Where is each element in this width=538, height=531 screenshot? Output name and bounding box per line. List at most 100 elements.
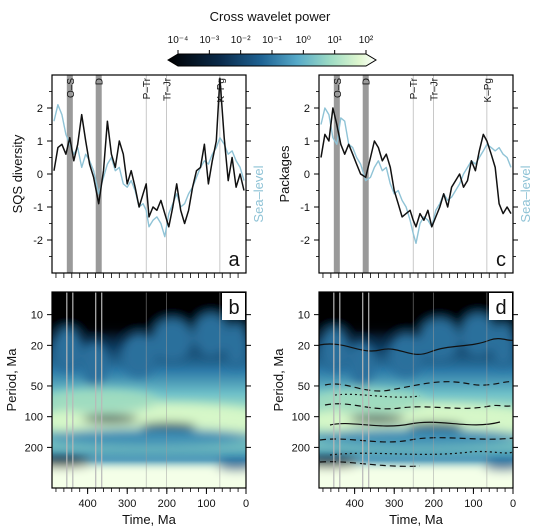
panel-letter-box	[489, 293, 512, 320]
heatmap-blob	[418, 318, 461, 363]
y-tick-label: 1	[304, 136, 310, 148]
x-tick-label: 100	[197, 498, 215, 510]
event-label: P–Tr	[142, 77, 153, 99]
heatmap-blob	[460, 313, 497, 358]
x-tick-label: 300	[385, 498, 403, 510]
contour-line	[324, 381, 513, 392]
contour-line	[324, 403, 513, 410]
heatmap-blob	[81, 341, 108, 386]
x-tick-label: 300	[118, 498, 136, 510]
y-tick-label: -1	[33, 202, 43, 214]
series-line-diversity	[320, 107, 512, 228]
heatmap-blob	[193, 313, 230, 358]
event-label: D	[362, 78, 373, 85]
panel-letter-box	[222, 293, 245, 320]
x-tick-label: 200	[158, 498, 176, 510]
event-label: K–Pg	[483, 78, 494, 102]
panel-d: 10 20 50 100 200 400 300 200 100 0 Time, Ma Period,…	[271, 291, 518, 527]
x-tick-label: 0	[243, 498, 249, 510]
contour-line	[319, 337, 513, 355]
event-label: P–Tr	[409, 77, 420, 99]
panel-letter: d	[495, 297, 506, 319]
heatmap-blob	[319, 457, 359, 468]
heatmap-image	[52, 292, 246, 488]
event-label: O–S	[66, 78, 77, 98]
heatmap-blob	[319, 327, 350, 372]
panel-b: 10 20 50 100 200 400 300 200 100 0 Time, Ma Period,…	[4, 291, 251, 527]
contour-line	[329, 450, 513, 456]
colorbar-tick-label: 10⁻⁴	[168, 35, 189, 46]
contour-line	[334, 393, 421, 398]
heatmap-blob	[319, 428, 513, 447]
panel-frame	[51, 74, 247, 274]
colorbar-tick-label: 10¹	[327, 35, 342, 46]
y-tick-label: 50	[31, 381, 43, 393]
y-axis-label: Period, Ma	[4, 348, 19, 412]
x-tick-label: 0	[510, 498, 516, 510]
heatmap-blob	[52, 465, 246, 488]
x-axis-label: Time, Ma	[389, 512, 443, 527]
y-tick-label: -1	[300, 202, 310, 214]
colorbar-tick-label: 10⁻²	[231, 35, 251, 46]
heatmap-blob	[319, 388, 426, 413]
contour-line	[329, 421, 501, 427]
y-tick-label: 0	[304, 169, 310, 181]
heatmap-blob	[388, 333, 425, 378]
heatmap-image	[319, 292, 513, 488]
heatmap-blob	[319, 465, 513, 488]
series-line-sea-level	[53, 103, 245, 238]
panels: O–S D P–Tr Tr–Jr K–Pg -2 -1 0 1 2 SQS diversity Sea…	[4, 74, 533, 527]
x-tick-label: 200	[425, 498, 443, 510]
contour-line	[319, 437, 513, 443]
y-tick-label: 20	[31, 340, 43, 352]
heatmap-blob	[82, 414, 139, 423]
heatmap-blob	[52, 327, 83, 372]
y-axis-label: Period, Ma	[271, 348, 286, 412]
heatmap-texture	[319, 292, 513, 488]
colorbar-tick-label: 10⁻¹	[262, 35, 282, 46]
heatmap-blob	[52, 388, 159, 413]
event-label: Tr–Jr	[162, 77, 173, 101]
y-tick-label: 10	[298, 310, 310, 322]
colorbar: Cross wavelet power 10⁻⁴ 10⁻³ 10⁻² 10⁻¹ 10⁰ 1…	[167, 9, 377, 67]
contour-lines	[319, 337, 513, 467]
heatmap-blob	[52, 457, 92, 468]
heatmap-blob	[483, 460, 513, 471]
x-axis-label: Time, Ma	[122, 512, 176, 527]
colorbar-tick-label: 10⁻³	[199, 35, 219, 46]
event-band	[333, 75, 340, 273]
heatmap-blob	[216, 460, 246, 471]
heatmap-blob	[151, 318, 194, 363]
y2-axis-label: Sea–level	[251, 165, 266, 222]
y-axis-label: Packages	[277, 145, 292, 203]
panel-letter: c	[496, 249, 506, 271]
event-band	[95, 75, 102, 273]
y-tick-label: 10	[31, 310, 43, 322]
y-tick-label: 100	[292, 412, 310, 424]
x-tick-label: 400	[78, 498, 96, 510]
heatmap-blob	[121, 333, 158, 378]
y-tick-label: 200	[292, 442, 310, 454]
panel-letter: b	[228, 297, 239, 319]
y-tick-label: 100	[25, 412, 43, 424]
colorbar-tick-label: 10²	[359, 35, 374, 46]
y-tick-label: 2	[304, 103, 310, 115]
y-tick-label: 50	[298, 381, 310, 393]
panel-frame	[318, 291, 514, 489]
y-tick-label: 1	[37, 136, 43, 148]
heatmap-blob	[349, 414, 406, 423]
y2-axis-label: Sea–level	[518, 165, 533, 222]
x-tick-label: 400	[345, 498, 363, 510]
heatmap-texture	[52, 292, 246, 488]
y-tick-label: 200	[25, 442, 43, 454]
heatmap-blob	[52, 428, 246, 447]
heatmap-blob	[224, 323, 246, 368]
heatmap-blob	[491, 323, 513, 368]
event-band	[66, 75, 73, 273]
y-tick-label: 0	[37, 169, 43, 181]
panel-c: O–S D P–Tr Tr–Jr K–Pg -2 -1 0 1 2 Packages Sea–leve…	[277, 74, 533, 278]
event-label: O–S	[333, 78, 344, 98]
event-band	[362, 75, 369, 273]
